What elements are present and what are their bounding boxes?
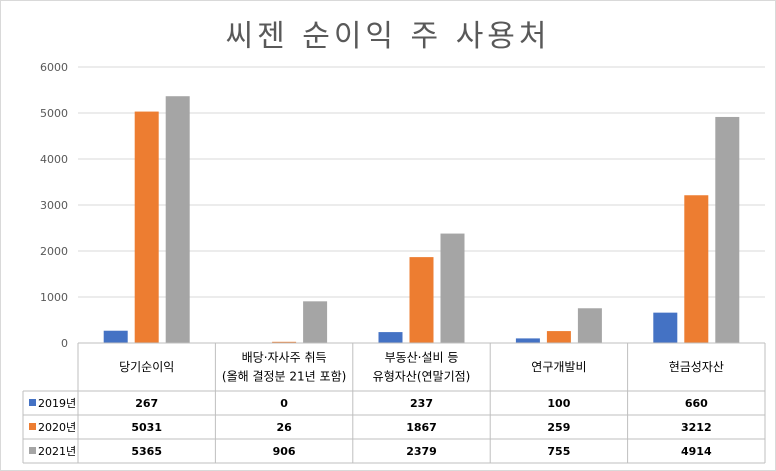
y-tick-label-2: 2000 bbox=[40, 245, 68, 258]
category-label-1-0: 배당·자사주 취득 bbox=[242, 351, 327, 365]
category-label-3-0: 연구개발비 bbox=[531, 360, 586, 374]
bar-1-1 bbox=[272, 341, 297, 343]
bar-3-1 bbox=[546, 331, 571, 343]
y-tick-label-0: 0 bbox=[61, 337, 68, 350]
y-tick-label-4: 4000 bbox=[40, 153, 68, 166]
category-label-2-0: 부동산·설비 등 bbox=[385, 351, 459, 365]
bar-2-2 bbox=[440, 233, 465, 343]
category-label-0-0: 당기순이익 bbox=[119, 360, 174, 374]
category-label-4-0: 현금성자산 bbox=[669, 360, 724, 374]
bar-3-2 bbox=[577, 308, 602, 343]
series-name-1: 2020년 bbox=[38, 421, 76, 434]
data-label-4-0: 660 bbox=[685, 397, 708, 410]
series-name-2: 2021년 bbox=[38, 445, 76, 458]
series-name-0: 2019년 bbox=[38, 397, 76, 410]
bar-4-2 bbox=[715, 116, 740, 344]
data-label-0-1: 5031 bbox=[131, 421, 162, 434]
category-label-1-1: (올해 결정분 21년 포함) bbox=[222, 370, 346, 384]
y-tick-label-5: 5000 bbox=[40, 107, 68, 120]
bar-1-2 bbox=[303, 301, 328, 343]
bar-2-1 bbox=[409, 257, 434, 343]
bar-3-0 bbox=[515, 338, 540, 343]
data-label-2-0: 237 bbox=[410, 397, 433, 410]
y-tick-label-3: 3000 bbox=[40, 199, 68, 212]
data-label-4-2: 4914 bbox=[681, 445, 712, 458]
bar-4-1 bbox=[684, 195, 709, 343]
chart-title: 씨젠 순이익 주 사용처 bbox=[225, 19, 551, 54]
data-label-4-1: 3212 bbox=[681, 421, 712, 434]
bar-2-0 bbox=[378, 332, 403, 343]
legend-key-1 bbox=[29, 423, 36, 430]
data-label-2-2: 2379 bbox=[406, 445, 437, 458]
data-label-3-0: 100 bbox=[547, 397, 570, 410]
y-tick-label-1: 1000 bbox=[40, 291, 68, 304]
data-label-3-1: 259 bbox=[547, 421, 570, 434]
bar-0-1 bbox=[134, 111, 159, 343]
data-label-1-2: 906 bbox=[273, 445, 296, 458]
bar-0-2 bbox=[165, 96, 190, 344]
category-label-2-1: 유형자산(연말기점) bbox=[373, 370, 471, 384]
legend-key-0 bbox=[29, 399, 36, 406]
data-label-1-1: 26 bbox=[276, 421, 292, 434]
data-label-0-2: 5365 bbox=[131, 445, 162, 458]
data-label-2-1: 1867 bbox=[406, 421, 437, 434]
data-label-3-2: 755 bbox=[547, 445, 570, 458]
bar-4-0 bbox=[653, 312, 678, 343]
data-label-1-0: 0 bbox=[280, 397, 288, 410]
bar-0-0 bbox=[103, 330, 128, 343]
legend-key-2 bbox=[29, 447, 36, 454]
y-tick-label-6: 6000 bbox=[40, 61, 68, 74]
data-label-0-0: 267 bbox=[135, 397, 158, 410]
